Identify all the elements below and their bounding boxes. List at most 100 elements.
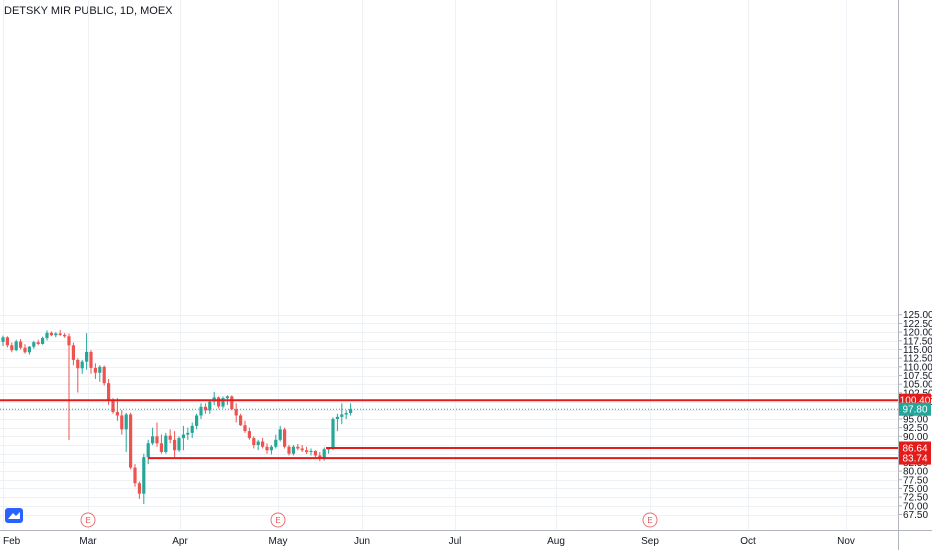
candle <box>335 413 339 432</box>
candle <box>23 344 27 354</box>
candle <box>137 481 141 499</box>
candle-body <box>129 414 133 468</box>
candle <box>221 396 225 409</box>
candle <box>14 339 18 352</box>
candle-body <box>278 429 282 440</box>
candle-body <box>296 446 300 449</box>
last-price-tag <box>899 402 931 416</box>
candle-body <box>269 446 273 451</box>
candle <box>93 363 97 380</box>
candle-body <box>318 455 322 459</box>
candle <box>85 333 89 370</box>
candle-body <box>27 346 31 353</box>
x-tick-label: Oct <box>740 536 756 547</box>
x-tick-label: Apr <box>172 536 188 547</box>
y-tick-label: 115.00 <box>903 345 932 356</box>
y-tick-label: 112.50 <box>903 354 932 365</box>
candle-body <box>349 409 353 414</box>
y-tick-label: 92.50 <box>903 423 928 434</box>
candle <box>300 445 304 452</box>
candle <box>313 450 317 458</box>
candle-body <box>195 415 199 426</box>
candle <box>71 342 75 366</box>
candle-body <box>23 347 27 353</box>
y-tick-label: 77.50 <box>903 475 928 486</box>
candle <box>296 443 300 451</box>
y-tick-label: 67.50 <box>903 510 928 521</box>
candle-body <box>252 438 256 446</box>
candle-body <box>247 431 251 439</box>
candle <box>151 427 155 446</box>
candle <box>239 413 243 426</box>
candle <box>344 410 348 419</box>
candle-body <box>203 406 207 411</box>
candle <box>164 432 168 454</box>
candle-body <box>93 367 97 373</box>
earnings-marker[interactable]: E <box>642 512 658 528</box>
candle <box>234 403 238 423</box>
candle-body <box>287 446 291 454</box>
candle <box>243 420 247 433</box>
candle <box>115 398 119 421</box>
candle <box>309 448 313 456</box>
candle <box>45 330 49 341</box>
earnings-marker[interactable]: E <box>80 512 96 528</box>
candle <box>256 439 260 451</box>
earnings-label: E <box>275 516 280 525</box>
candle-body <box>49 332 53 336</box>
candle <box>124 412 128 452</box>
candle-body <box>54 333 58 336</box>
x-tick-label: Mar <box>79 536 97 547</box>
candle <box>252 436 256 449</box>
candle <box>32 340 36 349</box>
candle <box>27 346 31 355</box>
candle <box>63 333 67 338</box>
candle-body <box>239 415 243 426</box>
candle <box>305 446 309 455</box>
candle <box>80 359 84 374</box>
candle <box>247 427 251 440</box>
candle <box>173 431 177 458</box>
candle <box>195 413 199 430</box>
candle <box>340 403 344 425</box>
candle <box>186 427 190 440</box>
candle <box>168 429 172 444</box>
candle-body <box>274 439 278 447</box>
candle-body <box>173 439 177 451</box>
candle-body <box>305 450 309 452</box>
candle <box>190 422 194 439</box>
candle <box>217 396 221 409</box>
tradingview-logo-icon[interactable] <box>5 508 23 523</box>
candle-body <box>313 450 317 456</box>
candle <box>133 464 137 487</box>
candle-body <box>89 351 93 368</box>
candle <box>89 350 93 374</box>
last-price-label: 97.80 <box>902 405 927 416</box>
earnings-icon[interactable] <box>80 512 96 528</box>
y-tick-label: 110.00 <box>903 362 932 373</box>
candle-body <box>120 415 124 430</box>
grid <box>0 0 898 530</box>
candle <box>102 365 106 386</box>
candle-body <box>133 467 137 484</box>
x-tick-label: Sep <box>641 536 659 547</box>
candle <box>230 395 234 411</box>
candle <box>274 434 278 449</box>
candle <box>19 339 23 350</box>
candle-body <box>309 450 313 452</box>
candle-body <box>340 414 344 417</box>
earnings-icon[interactable] <box>270 512 286 528</box>
earnings-icon[interactable] <box>642 512 658 528</box>
candle-body <box>36 342 40 344</box>
candle-body <box>67 336 71 346</box>
x-tick-label: Aug <box>547 536 565 547</box>
candle-body <box>186 432 190 435</box>
earnings-marker[interactable]: E <box>270 512 286 528</box>
candle <box>129 412 133 470</box>
y-tick-label: 120.00 <box>903 328 932 339</box>
candle <box>155 422 159 447</box>
candle-body <box>76 359 80 369</box>
candle <box>54 332 58 338</box>
candle <box>177 436 181 452</box>
